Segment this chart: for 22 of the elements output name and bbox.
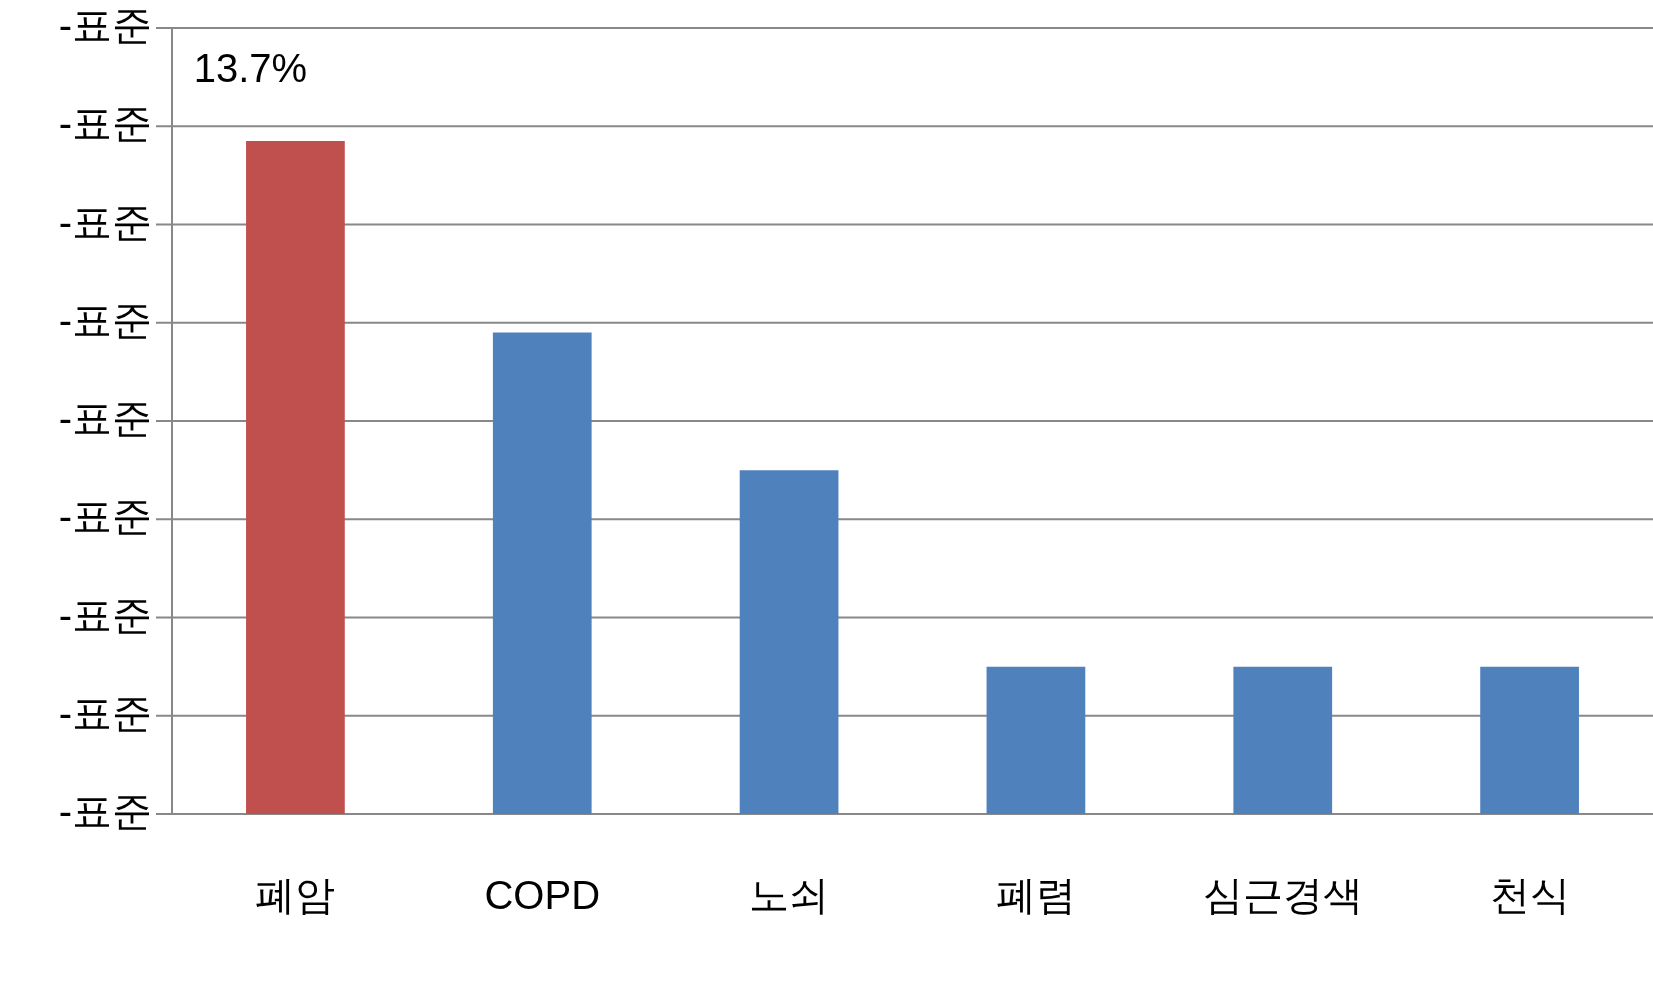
text: -표준 [58, 101, 152, 146]
x-tick-label: COPD [484, 873, 601, 918]
text: -표준 [58, 297, 152, 342]
bar [492, 332, 592, 814]
bar [739, 470, 839, 814]
text: -표준 [58, 789, 152, 834]
bar [1233, 666, 1333, 814]
text: -표준 [58, 494, 152, 539]
text: -표준 [58, 3, 152, 48]
bar [986, 666, 1086, 814]
data-label: 13.7% [193, 46, 308, 91]
x-tick-label: 노쇠 [749, 873, 830, 918]
x-tick-label: 천식 [1489, 873, 1570, 918]
text: -표준 [58, 592, 152, 637]
x-tick-label: 폐암 [255, 873, 336, 918]
text: -표준 [58, 199, 152, 244]
x-tick-label: 폐렴 [995, 873, 1076, 918]
text: -표준 [58, 690, 152, 735]
bar [246, 140, 345, 814]
x-tick-label: 심근경색 [1202, 873, 1363, 918]
text: -표준 [58, 396, 152, 441]
bar [1480, 666, 1579, 814]
